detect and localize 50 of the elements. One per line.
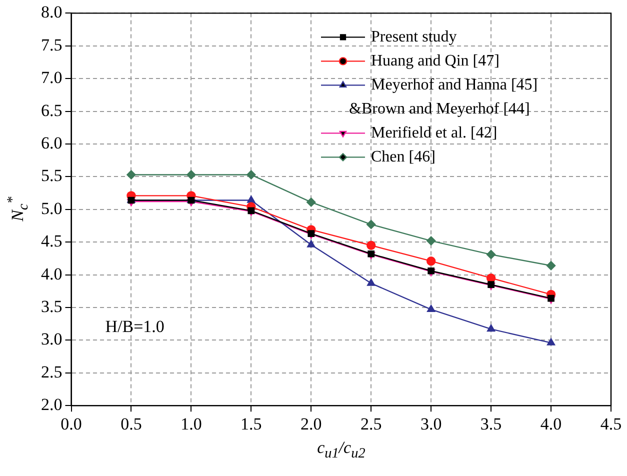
x-tick-label: 0.5 — [120, 414, 142, 434]
x-tick-label: 4.5 — [600, 414, 622, 434]
point — [247, 196, 256, 203]
legend-label: Chen [46] — [371, 148, 436, 166]
y-tick-label: 6.5 — [41, 100, 62, 120]
point — [548, 294, 554, 302]
y-tick-label: 3.5 — [41, 296, 62, 316]
y-tick-label: 8.0 — [41, 2, 62, 22]
y-tick-label: 4.5 — [41, 232, 62, 251]
point — [186, 170, 196, 180]
legend-label: Present study — [371, 28, 457, 46]
point — [306, 198, 316, 207]
x-tick-label: 3.0 — [420, 414, 442, 434]
point — [368, 250, 375, 258]
y-tick-label: 2.5 — [41, 362, 62, 382]
x-tick-label: 2.5 — [360, 414, 382, 434]
point — [246, 170, 256, 180]
annotation: H/B=1.0 — [105, 317, 164, 338]
x-tick-label: 3.5 — [480, 414, 502, 434]
legend-label: Merifield et al. [42] — [371, 124, 498, 142]
y-tick-label: 5.0 — [41, 198, 62, 218]
point — [126, 170, 136, 180]
point — [248, 207, 255, 214]
point — [307, 240, 316, 248]
point — [486, 324, 496, 332]
x-axis-title: c$_{u1}$/c$_{u2}$ — [317, 438, 366, 462]
y-tick-label: 6.0 — [41, 133, 62, 152]
legend-label: Huang and Qin [47] — [371, 52, 500, 70]
point — [366, 220, 376, 230]
y-tick-label: 4.0 — [41, 264, 62, 284]
point — [428, 267, 435, 274]
x-tick-label: 0.0 — [60, 414, 82, 434]
point — [426, 256, 436, 266]
point — [366, 240, 376, 250]
x-tick-label: 2.0 — [300, 414, 322, 434]
point — [546, 261, 556, 270]
y-tick-label: 7.5 — [41, 35, 62, 54]
y-tick-label: 7.0 — [41, 68, 62, 88]
y-tick-label: 3.0 — [41, 330, 62, 349]
x-tick-label: 1.0 — [180, 414, 202, 434]
x-tick-label: 4.0 — [540, 414, 562, 434]
y-tick-label: 2.0 — [41, 395, 62, 414]
point — [427, 304, 436, 312]
x-tick-label: 1.5 — [240, 414, 262, 434]
legend-label: Meyerhof and Hanna [45] &Brown and Meyerhof [44] — [349, 76, 538, 118]
point — [367, 278, 376, 286]
point — [546, 338, 556, 346]
point — [486, 250, 496, 260]
point — [426, 236, 436, 246]
y-tick-label: 5.5 — [41, 166, 62, 186]
